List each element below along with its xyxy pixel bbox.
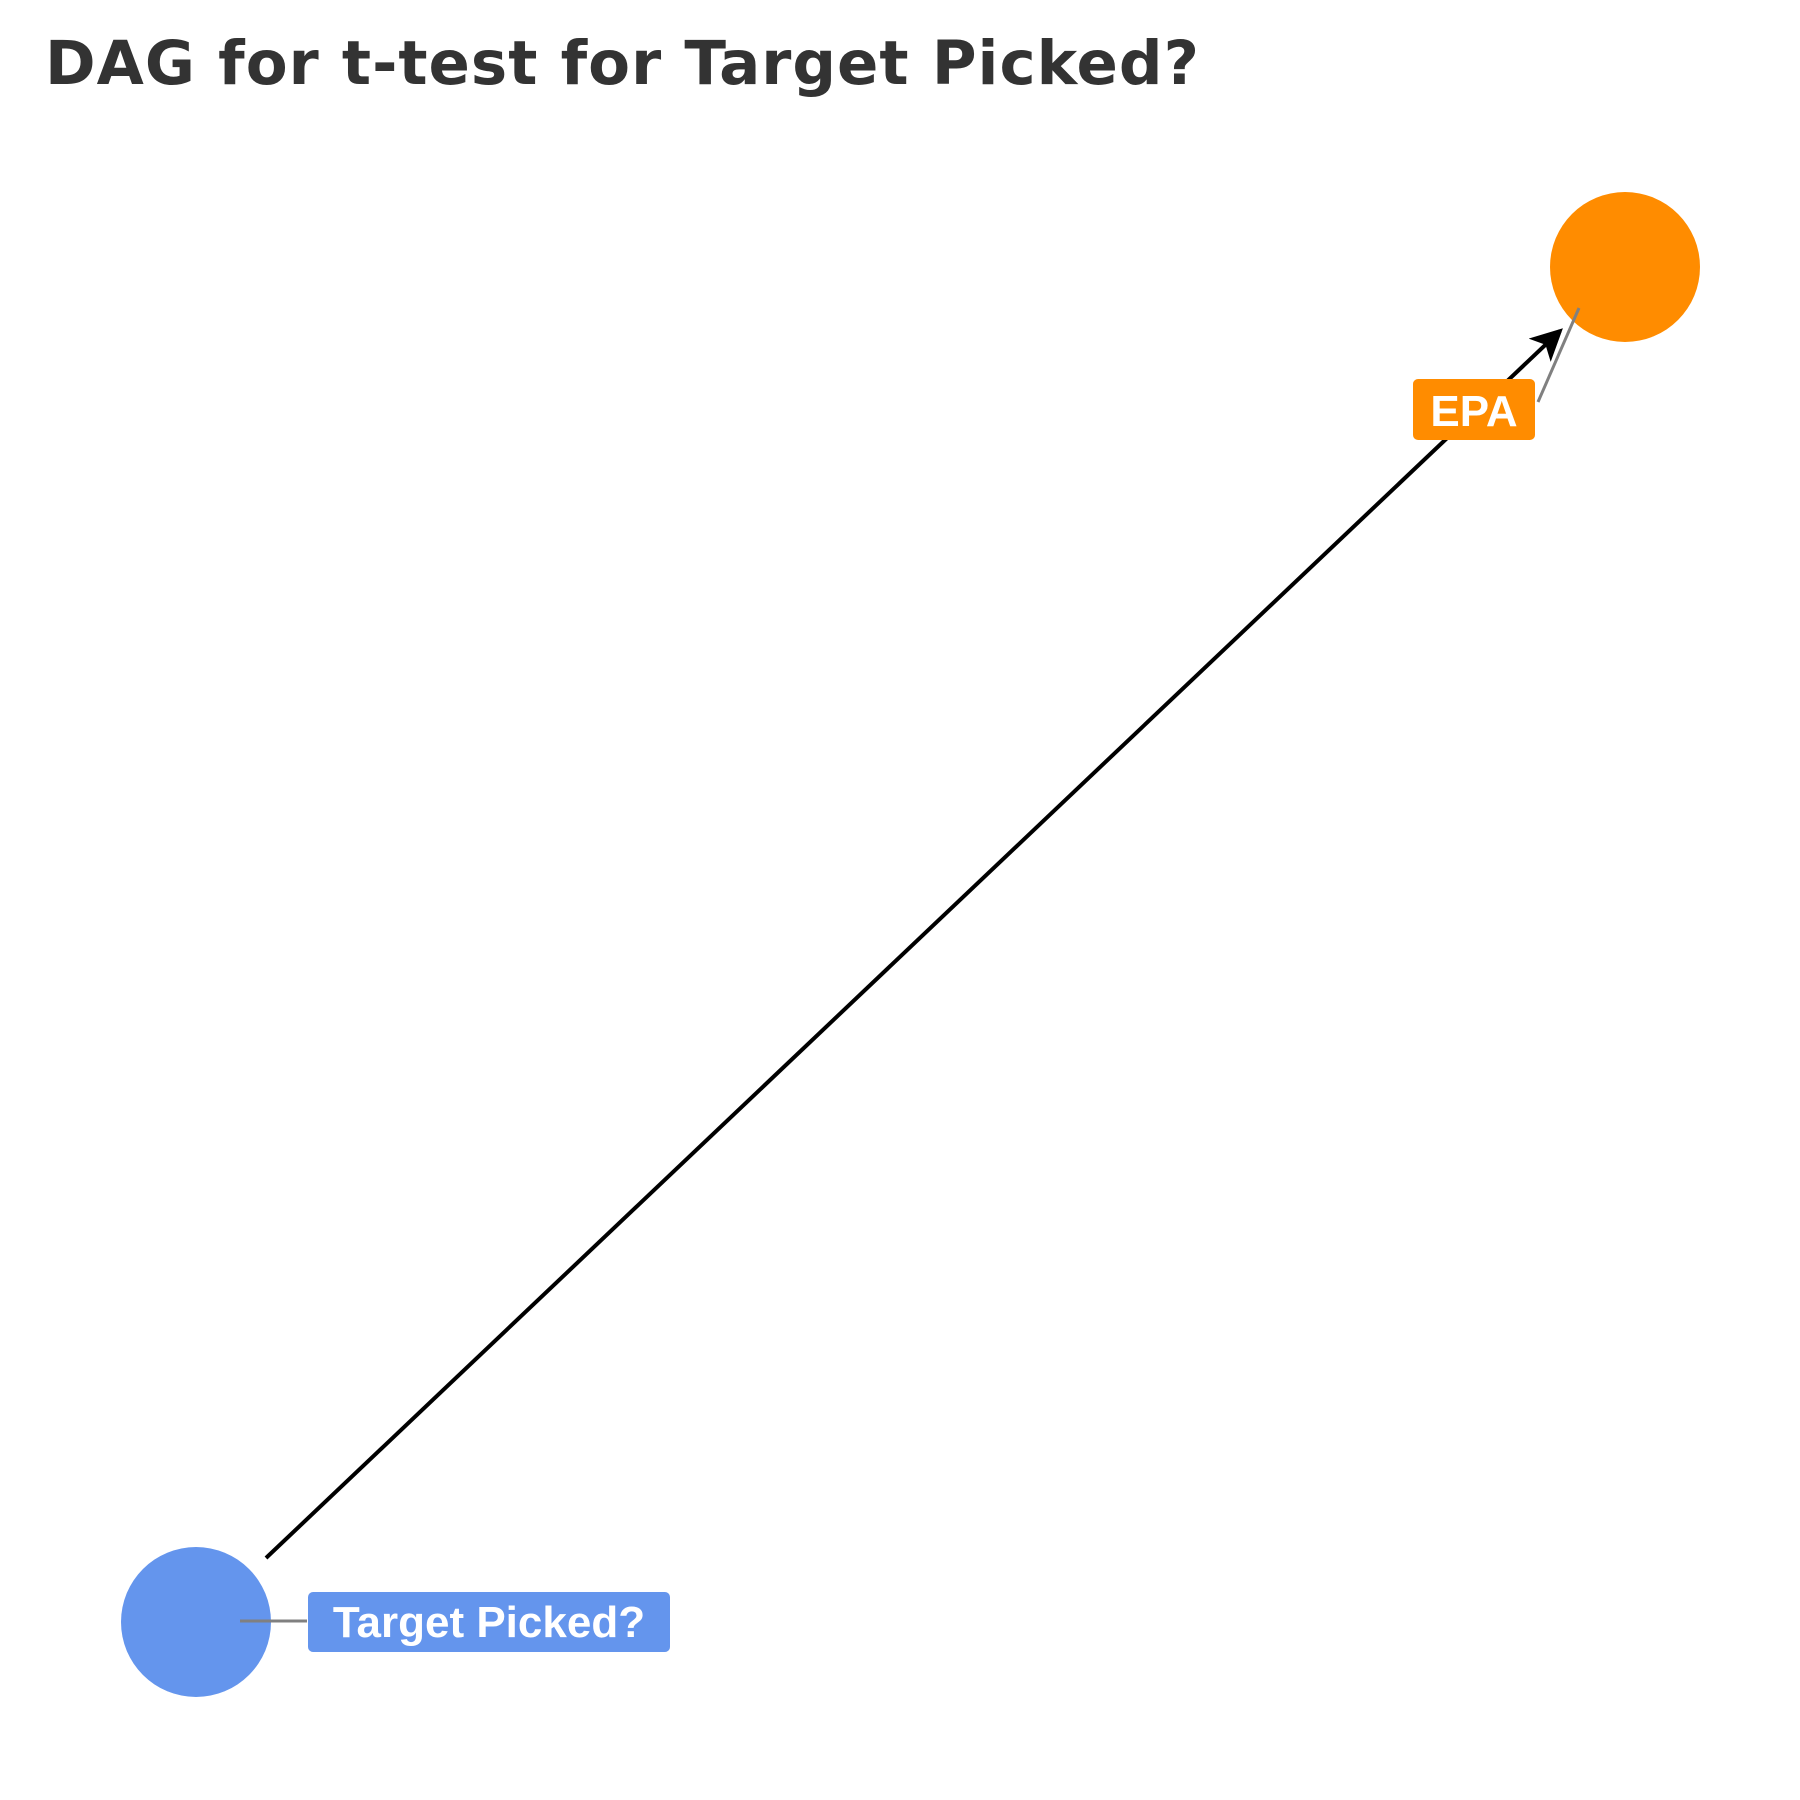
label-box-target-picked — [308, 1592, 670, 1652]
label-text-epa: EPA — [1430, 387, 1517, 436]
page-title: DAG for t-test for Target Picked? — [45, 28, 1200, 99]
node-epa[interactable] — [1550, 192, 1700, 342]
edge-target-to-epa — [264, 328, 1563, 1560]
node-label-epa: EPA — [1413, 379, 1535, 440]
leader-line-epa — [1536, 307, 1581, 403]
node-label-target-picked: Target Picked? — [308, 1592, 670, 1652]
label-text-target-picked: Target Picked? — [333, 1598, 645, 1647]
node-target-picked[interactable] — [121, 1547, 271, 1697]
label-box-epa — [1413, 379, 1535, 440]
